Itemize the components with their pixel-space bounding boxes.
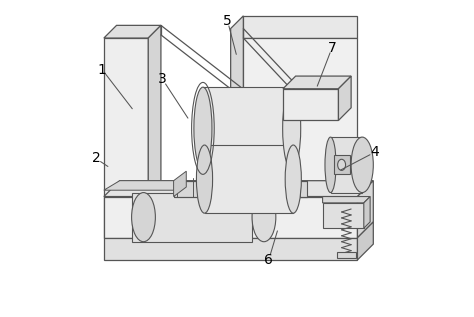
Polygon shape	[243, 16, 357, 38]
Ellipse shape	[285, 145, 301, 213]
Polygon shape	[104, 38, 148, 238]
Ellipse shape	[283, 87, 301, 170]
Polygon shape	[338, 76, 351, 120]
Polygon shape	[364, 197, 370, 228]
Polygon shape	[203, 87, 292, 170]
Polygon shape	[283, 89, 338, 120]
Polygon shape	[330, 137, 362, 193]
Text: 4: 4	[371, 145, 379, 159]
Ellipse shape	[351, 137, 374, 193]
Polygon shape	[323, 197, 370, 203]
Polygon shape	[323, 203, 364, 228]
Polygon shape	[104, 238, 357, 260]
Polygon shape	[337, 252, 356, 258]
Polygon shape	[104, 181, 246, 190]
Polygon shape	[231, 206, 357, 219]
Polygon shape	[104, 25, 161, 38]
Ellipse shape	[337, 159, 346, 171]
Polygon shape	[104, 197, 357, 238]
Polygon shape	[148, 25, 161, 238]
Ellipse shape	[196, 145, 213, 213]
Text: 7: 7	[328, 41, 337, 55]
Ellipse shape	[325, 137, 336, 193]
Text: 6: 6	[264, 253, 273, 267]
Polygon shape	[357, 222, 374, 260]
Polygon shape	[334, 155, 349, 174]
Text: 5: 5	[223, 14, 232, 28]
Polygon shape	[231, 16, 243, 219]
Text: 1: 1	[98, 63, 107, 77]
Polygon shape	[243, 38, 357, 206]
Polygon shape	[132, 193, 252, 242]
Polygon shape	[283, 76, 351, 89]
Ellipse shape	[252, 192, 276, 242]
Polygon shape	[204, 145, 293, 213]
Polygon shape	[173, 171, 186, 197]
Polygon shape	[104, 181, 374, 197]
Polygon shape	[357, 181, 374, 238]
Polygon shape	[173, 181, 307, 197]
Ellipse shape	[132, 192, 155, 242]
Ellipse shape	[194, 87, 212, 170]
Text: 3: 3	[158, 72, 167, 86]
Text: 2: 2	[91, 152, 100, 165]
